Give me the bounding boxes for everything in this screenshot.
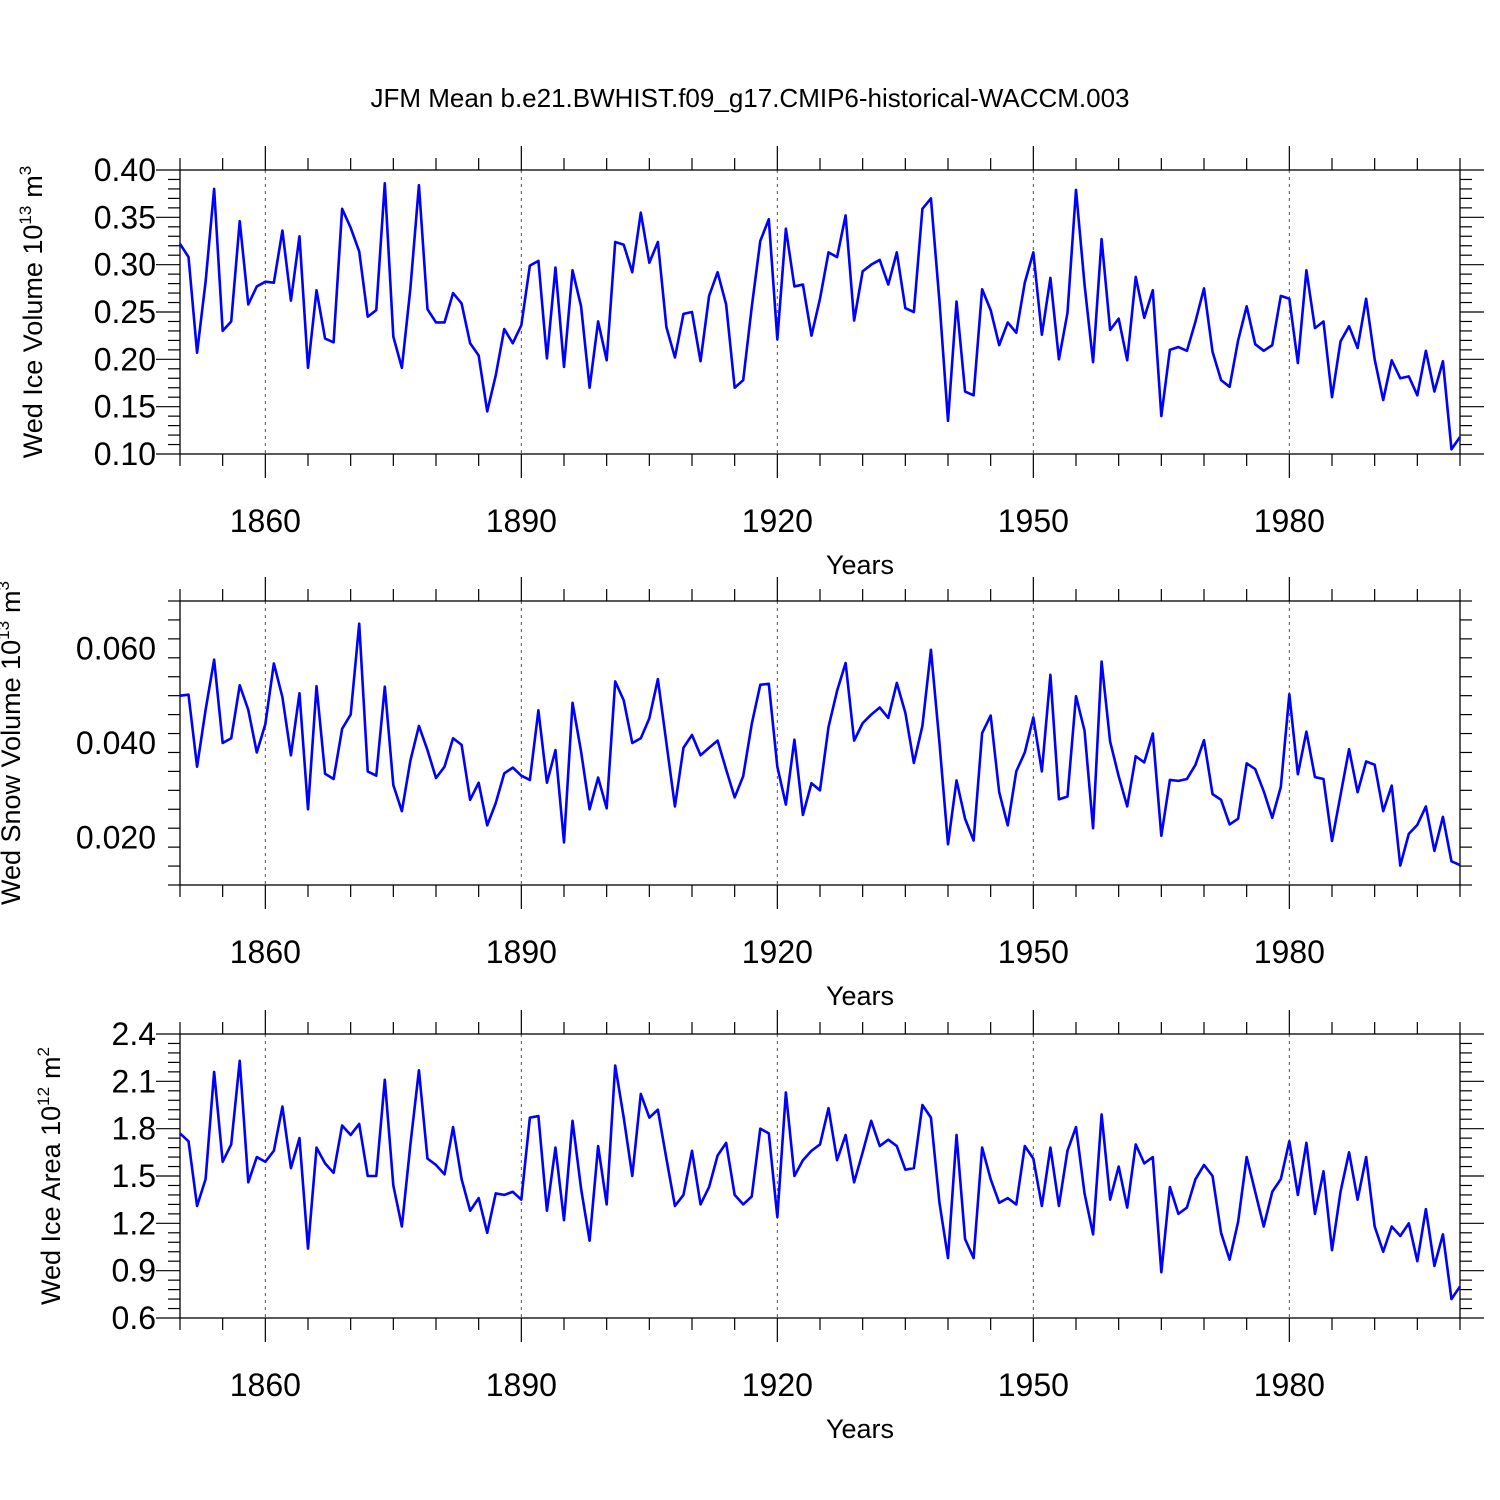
- y-tick-label: 0.30: [94, 247, 156, 283]
- y-tick-label: 0.060: [76, 630, 156, 666]
- x-tick-label: 1950: [998, 503, 1069, 539]
- y-label-text: Wed Ice Area 10: [36, 1106, 66, 1305]
- x-tick-label: 1950: [998, 934, 1069, 970]
- ice-volume-panel: 1860 1890 1920 1950 1980 0.10 0.15 0.20 0.25 0.30…: [16, 146, 1484, 580]
- y-label-exponent: 13: [0, 621, 13, 640]
- plot-frame: [179, 169, 1461, 455]
- x-axis-label: Years: [826, 1414, 894, 1444]
- y-tick-label: 0.20: [94, 341, 156, 377]
- y-label-exponent: 13: [16, 206, 35, 225]
- x-tick-label: 1860: [230, 934, 301, 970]
- series-line: [178, 181, 1462, 451]
- y-tick-label: 1.8: [112, 1111, 156, 1147]
- x-tick-label: 1980: [1254, 934, 1325, 970]
- y-tick-label: 1.5: [112, 1158, 156, 1194]
- y-label-unit: m: [36, 1056, 66, 1079]
- plot-frame: [179, 600, 1461, 886]
- series-line: [179, 1059, 1462, 1301]
- y-tick-label: 0.9: [112, 1253, 156, 1289]
- series-line: [179, 622, 1461, 867]
- x-tick-label: 1920: [742, 934, 813, 970]
- y-tick-label: 0.25: [94, 294, 156, 330]
- x-tick-label: 1980: [1254, 503, 1325, 539]
- x-tick-label: 1950: [998, 1367, 1069, 1403]
- y-tick-label: 0.040: [76, 725, 156, 761]
- y-tick-label: 0.6: [112, 1300, 156, 1336]
- y-label-unit-exponent: 3: [0, 581, 13, 590]
- y-tick-label: 2.1: [112, 1063, 156, 1099]
- y-tick-label: 0.15: [94, 389, 156, 425]
- chart-title: JFM Mean b.e21.BWHIST.f09_g17.CMIP6-hist…: [370, 83, 1129, 113]
- y-label-unit: m: [18, 175, 48, 198]
- x-tick-label: 1860: [230, 503, 301, 539]
- y-label-unit-exponent: 2: [34, 1047, 53, 1056]
- y-label-exponent: 12: [34, 1087, 53, 1106]
- x-tick-label: 1980: [1254, 1367, 1325, 1403]
- y-tick-label: 0.10: [94, 436, 156, 472]
- y-tick-label: 0.020: [76, 820, 156, 856]
- x-tick-label: 1920: [742, 1367, 813, 1403]
- y-tick-label: 2.4: [112, 1016, 156, 1052]
- y-axis-label: Wed Ice Area 1012 m2: [34, 1047, 66, 1305]
- y-label-text: Wed Ice Volume 10: [18, 225, 48, 459]
- x-tick-label: 1920: [742, 503, 813, 539]
- ice-area-panel: 1860 1890 1920 1950 1980 0.6 0.9 1.2 1.5 1.8 2.1 2.…: [34, 1010, 1484, 1444]
- plot-frame: [179, 1033, 1461, 1319]
- y-label-text: Wed Snow Volume 10: [0, 640, 26, 905]
- x-tick-label: 1890: [486, 503, 557, 539]
- y-label-unit: m: [0, 590, 26, 613]
- x-tick-label: 1890: [486, 1367, 557, 1403]
- y-label-unit-exponent: 3: [16, 166, 35, 175]
- x-axis-label: Years: [826, 550, 894, 580]
- x-axis-label: Years: [826, 981, 894, 1011]
- y-tick-label: 0.35: [94, 199, 156, 235]
- y-axis-label: Wed Ice Volume 1013 m3: [16, 166, 48, 459]
- y-tick-label: 0.40: [94, 152, 156, 188]
- snow-volume-panel: 1860 1890 1920 1950 1980 0.020 0.040 0.060 Years…: [0, 577, 1472, 1011]
- x-tick-label: 1890: [486, 934, 557, 970]
- x-tick-label: 1860: [230, 1367, 301, 1403]
- y-axis-label: Wed Snow Volume 1013 m3: [0, 581, 26, 905]
- y-tick-label: 1.2: [112, 1205, 156, 1241]
